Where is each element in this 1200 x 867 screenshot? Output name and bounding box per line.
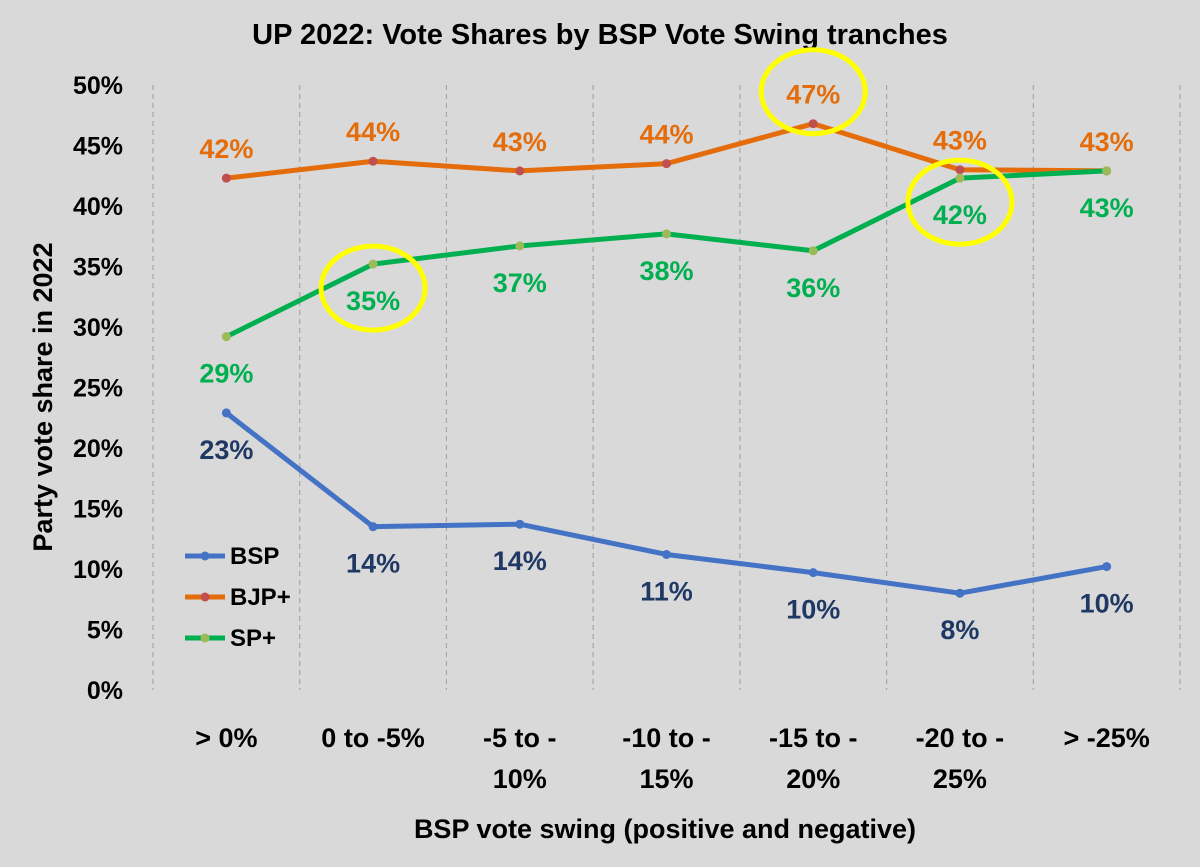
legend-marker bbox=[200, 633, 210, 643]
data-label: 42% bbox=[933, 200, 987, 230]
data-label: 10% bbox=[786, 595, 840, 625]
legend-label: BJP+ bbox=[230, 584, 291, 611]
chart-title: UP 2022: Vote Shares by BSP Vote Swing t… bbox=[252, 19, 948, 51]
data-point bbox=[1102, 166, 1112, 176]
y-tick-label: 25% bbox=[73, 375, 123, 403]
y-tick-label: 5% bbox=[87, 617, 123, 645]
y-tick-label: 40% bbox=[73, 193, 123, 221]
gridlines bbox=[152, 85, 1181, 690]
data-label: 11% bbox=[640, 576, 693, 606]
y-tick-label: 30% bbox=[73, 314, 123, 342]
data-point bbox=[662, 159, 671, 169]
x-tick-label: 10% bbox=[493, 764, 547, 794]
data-point bbox=[808, 119, 818, 129]
data-labels: 23% 14% 14% 11% 10% 8% 10% 42% 44% 43% 44% 47% 43% 43… bbox=[199, 80, 1133, 645]
data-point bbox=[221, 332, 231, 342]
y-tick-label: 15% bbox=[73, 496, 123, 524]
legend: BSP BJP+ SP+ bbox=[185, 543, 291, 652]
data-point bbox=[515, 241, 525, 251]
x-tick-label: 25% bbox=[933, 764, 987, 794]
data-label: 38% bbox=[639, 256, 693, 286]
x-tick-label: 15% bbox=[639, 764, 693, 794]
y-tick-label: 20% bbox=[73, 435, 123, 463]
y-tick-label: 50% bbox=[73, 72, 123, 100]
data-label: 35% bbox=[346, 286, 400, 316]
data-point bbox=[368, 522, 378, 532]
legend-marker bbox=[200, 551, 210, 561]
data-label: 37% bbox=[493, 268, 547, 298]
y-tick-label: 10% bbox=[73, 556, 123, 584]
data-label: 43% bbox=[1080, 127, 1134, 157]
data-point bbox=[662, 229, 671, 239]
data-point bbox=[955, 165, 965, 175]
data-label: 44% bbox=[346, 117, 400, 147]
y-axis-ticks: 0% 5% 10% 15% 20% 25% 30% 35% 40% 45% 50% bbox=[73, 72, 123, 705]
data-point bbox=[1102, 562, 1112, 572]
x-tick-label: > 0% bbox=[195, 723, 257, 753]
x-axis-ticks: > 0% 0 to -5% -5 to - 10% -10 to - 15% -15 to … bbox=[195, 723, 1150, 794]
x-tick-label: -20 to - bbox=[916, 723, 1005, 753]
y-tick-label: 35% bbox=[73, 254, 123, 282]
data-point bbox=[368, 156, 378, 166]
data-point bbox=[955, 588, 965, 598]
data-label: 10% bbox=[1080, 589, 1134, 619]
x-tick-label: -10 to - bbox=[622, 723, 711, 753]
data-point bbox=[955, 173, 965, 183]
x-tick-label: -15 to - bbox=[769, 723, 858, 753]
data-label: 43% bbox=[493, 127, 547, 157]
data-label: 44% bbox=[639, 120, 693, 150]
legend-label: BSP bbox=[230, 543, 279, 570]
x-axis-label: BSP vote swing (positive and negative) bbox=[414, 814, 916, 844]
x-tick-label: 0 to -5% bbox=[321, 723, 425, 753]
data-label: 43% bbox=[1080, 193, 1134, 223]
legend-marker bbox=[200, 592, 210, 602]
data-label: 47% bbox=[786, 80, 840, 110]
highlight-circle bbox=[905, 157, 1015, 247]
data-point bbox=[808, 568, 818, 578]
data-label: 14% bbox=[493, 546, 547, 576]
data-label: 29% bbox=[199, 359, 253, 389]
data-point bbox=[808, 246, 818, 256]
data-label: 23% bbox=[199, 435, 253, 465]
data-label: 36% bbox=[786, 273, 840, 303]
data-point bbox=[515, 166, 525, 176]
y-tick-label: 0% bbox=[87, 677, 123, 705]
highlight-circle bbox=[318, 243, 428, 333]
y-axis-label: Party vote share in 2022 bbox=[28, 242, 58, 551]
x-tick-label: > -25% bbox=[1063, 723, 1149, 753]
y-tick-label: 45% bbox=[73, 133, 123, 161]
data-label: 14% bbox=[346, 549, 400, 579]
legend-label: SP+ bbox=[230, 625, 276, 652]
data-point bbox=[662, 549, 671, 559]
data-point bbox=[221, 408, 231, 418]
series-lines bbox=[221, 119, 1112, 598]
highlight-circle bbox=[758, 47, 868, 137]
x-tick-label: 20% bbox=[786, 764, 840, 794]
data-point bbox=[221, 173, 231, 183]
data-label: 42% bbox=[199, 134, 253, 164]
data-label: 43% bbox=[933, 126, 987, 156]
data-label: 8% bbox=[940, 615, 979, 645]
data-point bbox=[368, 259, 378, 269]
highlight-circles bbox=[318, 47, 1015, 333]
data-point bbox=[515, 519, 525, 529]
x-tick-label: -5 to - bbox=[483, 723, 557, 753]
